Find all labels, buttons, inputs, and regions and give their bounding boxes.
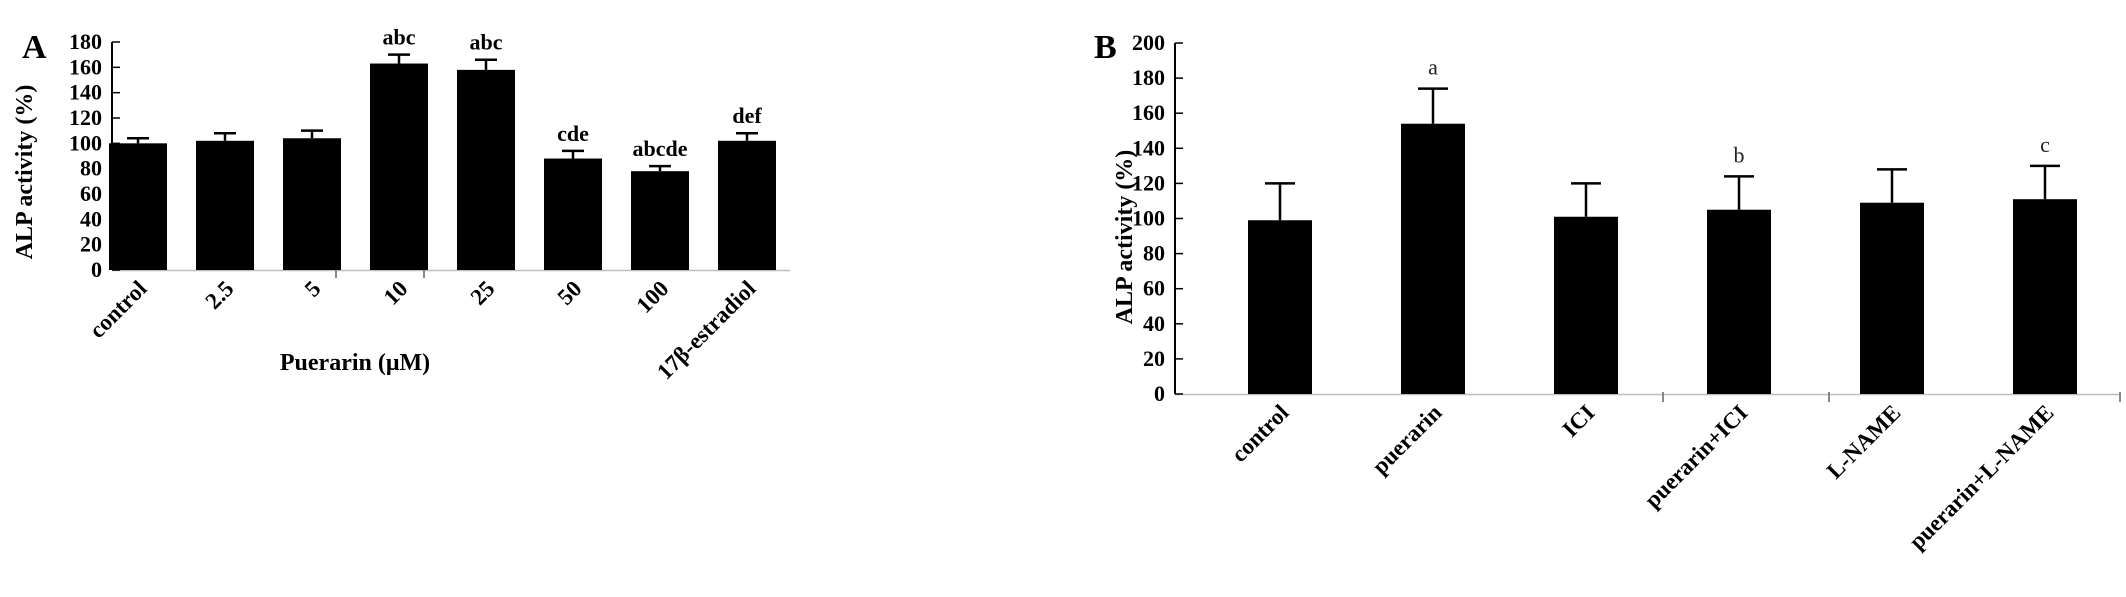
category-label: control [1226,400,1293,467]
significance-label: cde [557,121,589,146]
category-label: control [84,276,151,343]
category-label: 10 [379,276,413,310]
panel-b: B 0 20 40 60 80 100 120 140 160 180 200 ALP activit… [1094,29,2121,554]
category-label: 25 [466,276,500,310]
y-tick-label: 40 [80,206,102,231]
y-tick-label: 40 [1143,311,1165,336]
significance-label: def [732,103,762,128]
bar [1860,202,1924,394]
significance-label: abc [383,25,416,50]
bar [1248,220,1312,394]
y-tick-label: 100 [69,130,102,155]
category-label: 50 [553,276,587,310]
x-axis-title: Puerarin (μM) [280,350,430,376]
bar [1554,216,1618,394]
y-tick-label: 20 [80,232,102,257]
bar [1401,123,1465,394]
y-axis-title: ALP activity (%) [1112,150,1138,325]
y-tick-label: 160 [69,54,102,79]
bar [544,158,602,270]
y-tick-label: 20 [1143,346,1165,371]
bar [370,63,428,271]
category-label: 100 [631,276,673,318]
bar [1707,209,1771,394]
panel-a-letter: A [22,29,47,66]
bar [2013,199,2077,394]
y-tick-label: 100 [1132,206,1165,231]
y-tick-label: 180 [69,29,102,54]
bar [109,143,167,270]
significance-label: abcde [633,136,688,161]
significance-label: b [1734,142,1745,167]
y-tick-label: 0 [91,257,102,282]
y-tick-label: 120 [69,105,102,130]
category-label: puerarin [1367,400,1446,479]
category-label: puerarin+ICI [1640,400,1753,513]
significance-label: a [1428,55,1438,80]
category-label: 2.5 [201,276,239,314]
y-tick-label: 140 [69,80,102,105]
panel-b-letter: B [1094,29,1117,66]
significance-label: c [2040,132,2050,157]
y-tick-label: 0 [1154,381,1165,406]
bar [283,138,341,270]
y-tick-label: 160 [1132,100,1165,125]
bar [457,69,515,270]
category-label: L-NAME [1822,400,1906,484]
y-tick-label: 80 [1143,241,1165,266]
y-tick-label: 60 [80,181,102,206]
bar [718,140,776,270]
y-axis-title: ALP activity (%) [12,85,38,260]
y-tick-label: 200 [1132,30,1165,55]
y-tick-label: 60 [1143,276,1165,301]
y-tick-label: 80 [80,156,102,181]
category-label: 5 [300,276,326,302]
category-label: ICI [1557,400,1599,442]
y-tick-label: 120 [1132,170,1165,195]
category-label: puerarin+L-NAME [1904,400,2058,554]
bar [631,171,689,270]
bar [196,140,254,270]
y-tick-label: 140 [1132,135,1165,160]
significance-label: abc [470,30,503,55]
y-tick-label: 180 [1132,65,1165,90]
